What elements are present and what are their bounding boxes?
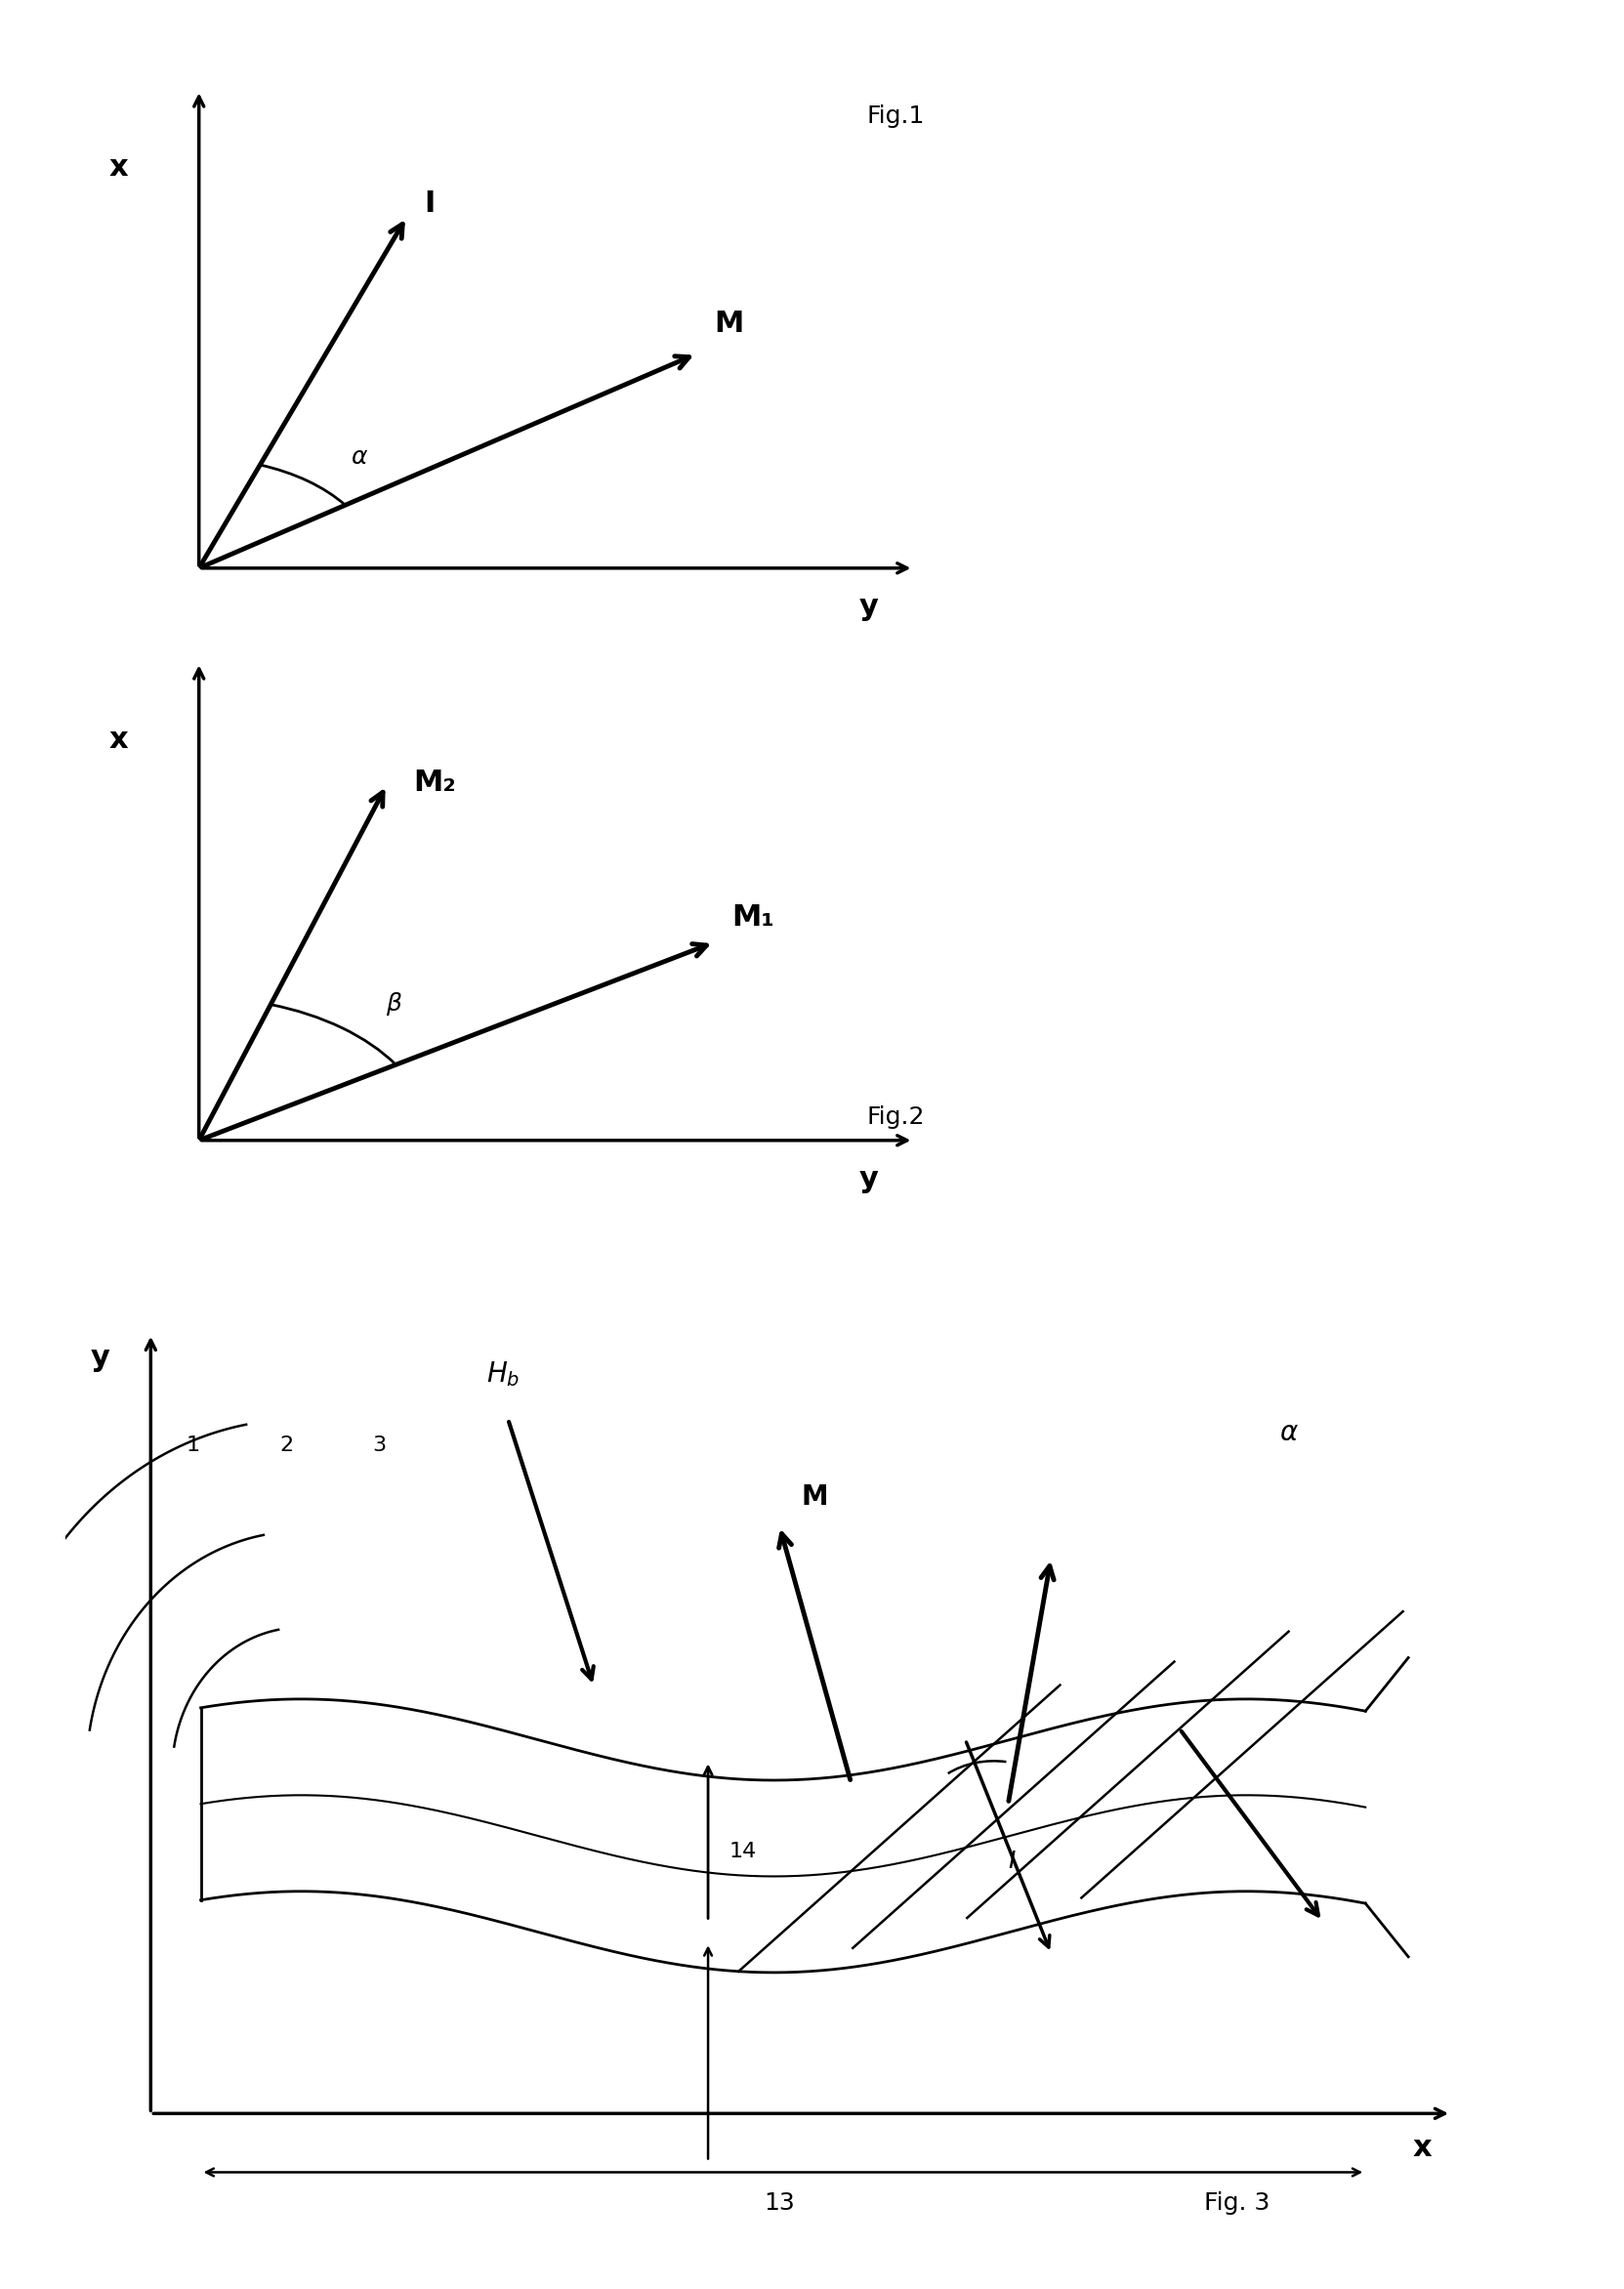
Text: Fig.2: Fig.2 [867, 1106, 924, 1128]
Text: I: I [1009, 1850, 1015, 1872]
Text: M₁: M₁ [732, 904, 775, 932]
Text: $\alpha$: $\alpha$ [1280, 1419, 1299, 1447]
Text: Fig. 3: Fig. 3 [1203, 2191, 1270, 2213]
Text: x: x [1413, 2133, 1432, 2163]
Text: 13: 13 [763, 2191, 796, 2213]
Text: y: y [91, 1344, 110, 1371]
Text: α: α [351, 444, 367, 469]
Text: x: x [109, 153, 128, 181]
Text: 2: 2 [279, 1435, 292, 1456]
Text: β: β [387, 991, 401, 1016]
Text: I: I [424, 190, 435, 217]
Text: $H_b$: $H_b$ [487, 1360, 520, 1389]
Text: y: y [859, 1165, 879, 1193]
Text: y: y [859, 593, 879, 620]
Text: M: M [715, 309, 744, 339]
Text: 14: 14 [729, 1843, 757, 1861]
Text: 1: 1 [187, 1435, 200, 1456]
Text: M: M [801, 1483, 828, 1511]
Text: x: x [109, 726, 128, 753]
Text: 3: 3 [372, 1435, 387, 1456]
Text: Fig.1: Fig.1 [867, 105, 924, 128]
Text: M₂: M₂ [414, 769, 456, 797]
